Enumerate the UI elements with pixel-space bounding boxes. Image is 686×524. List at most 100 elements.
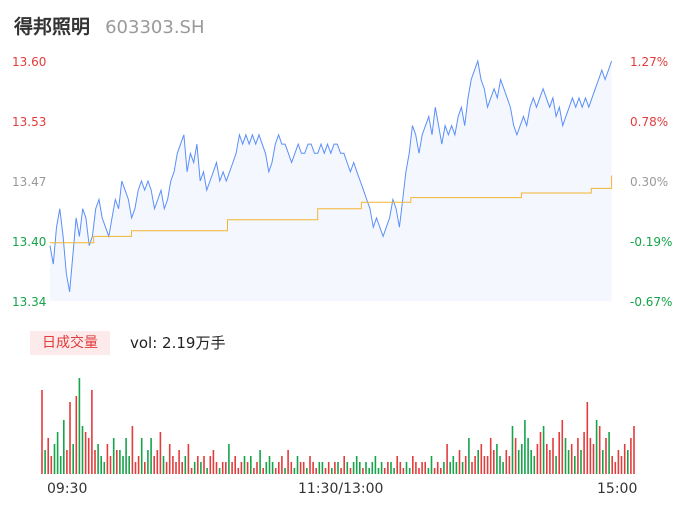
volume-bar bbox=[271, 462, 274, 474]
volume-bar bbox=[246, 462, 249, 474]
volume-bar bbox=[284, 468, 286, 474]
volume-bar bbox=[306, 468, 308, 474]
y-price-tick: 13.34 bbox=[12, 295, 47, 309]
volume-bar bbox=[144, 462, 146, 474]
volume-bar bbox=[309, 456, 311, 474]
volume-bar bbox=[197, 456, 199, 474]
volume-bar bbox=[87, 438, 90, 474]
volume-bar bbox=[231, 462, 233, 474]
volume-bar bbox=[200, 462, 202, 474]
volume-bar bbox=[119, 450, 121, 474]
stock-code: 603303.SH bbox=[105, 17, 205, 38]
volume-bar bbox=[511, 426, 514, 474]
volume-bar bbox=[452, 456, 455, 474]
volume-bar bbox=[168, 444, 171, 474]
volume-bar bbox=[514, 438, 517, 474]
volume-bar bbox=[549, 450, 551, 474]
volume-bar bbox=[558, 432, 560, 474]
volume-bar bbox=[352, 462, 355, 474]
volume-bar bbox=[567, 450, 570, 474]
volume-bar bbox=[147, 450, 149, 474]
volume-bar bbox=[521, 444, 523, 474]
volume-bar bbox=[589, 438, 592, 474]
volume-bar bbox=[190, 468, 193, 474]
volume-bar bbox=[387, 462, 389, 474]
volume-bar bbox=[274, 468, 277, 474]
volume-bar bbox=[374, 456, 377, 474]
volume-bar bbox=[243, 456, 246, 474]
volume-bar bbox=[94, 450, 96, 474]
volume-bar bbox=[318, 462, 321, 474]
volume-bar bbox=[617, 450, 620, 474]
volume-bar bbox=[362, 468, 364, 474]
y-pct-tick: -0.19% bbox=[630, 235, 673, 249]
volume-bar bbox=[172, 456, 174, 474]
x-tick-close: 15:00 bbox=[597, 481, 638, 497]
volume-bar bbox=[278, 462, 280, 474]
volume-bar bbox=[583, 432, 585, 474]
volume-bar bbox=[533, 456, 536, 474]
volume-bar bbox=[302, 462, 305, 474]
volume-bar bbox=[184, 456, 187, 474]
volume-bar bbox=[215, 462, 218, 474]
volume-bar bbox=[106, 444, 109, 474]
volume-bar bbox=[412, 456, 414, 474]
volume-bar bbox=[461, 462, 464, 474]
volume-bar bbox=[265, 462, 268, 474]
volume-bar bbox=[47, 438, 49, 474]
volume-bar bbox=[175, 462, 177, 474]
volume-bar bbox=[268, 456, 271, 474]
volume-bar bbox=[56, 432, 59, 474]
volume-bar bbox=[577, 438, 579, 474]
volume-bar bbox=[433, 468, 436, 474]
volume-bar bbox=[546, 444, 548, 474]
volume-bar bbox=[334, 462, 336, 474]
volume-bar bbox=[81, 426, 84, 474]
volume-bar bbox=[483, 456, 486, 474]
x-tick-open: 09:30 bbox=[47, 481, 88, 497]
volume-bar bbox=[221, 462, 224, 474]
volume-bar bbox=[371, 462, 374, 474]
volume-bar bbox=[312, 462, 314, 474]
volume-bar bbox=[91, 390, 93, 474]
volume-bar bbox=[355, 456, 358, 474]
volume-bar bbox=[449, 462, 451, 474]
volume-bar bbox=[78, 378, 81, 474]
volume-bar bbox=[368, 468, 370, 474]
volume-bar bbox=[343, 456, 345, 474]
volume-bar bbox=[340, 468, 342, 474]
y-pct-tick: 0.78% bbox=[630, 115, 669, 129]
volume-bar bbox=[212, 450, 215, 474]
volume-bar bbox=[633, 426, 635, 474]
volume-bar bbox=[97, 444, 99, 474]
volume-bar bbox=[402, 468, 405, 474]
volume-bar bbox=[493, 450, 495, 474]
volume-bar bbox=[131, 426, 134, 474]
volume-bar bbox=[620, 456, 623, 474]
volume-bar bbox=[405, 462, 408, 474]
stock-header: 得邦照明 603303.SH bbox=[14, 12, 205, 40]
daily-volume-badge[interactable]: 日成交量 bbox=[30, 331, 110, 355]
volume-bar bbox=[349, 468, 352, 474]
volume-bar bbox=[250, 456, 252, 474]
volume-bar bbox=[315, 468, 317, 474]
volume-bar bbox=[430, 456, 433, 474]
volume-bar bbox=[527, 438, 529, 474]
volume-bar bbox=[564, 438, 567, 474]
volume-bar bbox=[418, 468, 420, 474]
volume-bar bbox=[63, 420, 65, 474]
volume-bar bbox=[380, 462, 383, 474]
stock-name: 得邦照明 bbox=[14, 16, 91, 38]
volume-bar bbox=[359, 462, 361, 474]
volume-bar bbox=[542, 426, 545, 474]
volume-bar bbox=[253, 468, 255, 474]
volume-bar bbox=[502, 462, 504, 474]
volume-bar bbox=[218, 468, 221, 474]
price-line bbox=[49, 59, 613, 292]
volume-bar bbox=[234, 456, 236, 474]
volume-bar bbox=[122, 456, 124, 474]
volume-bar bbox=[150, 438, 152, 474]
volume-bar bbox=[561, 420, 564, 474]
volume-bar bbox=[259, 450, 261, 474]
volume-bar bbox=[44, 450, 46, 474]
